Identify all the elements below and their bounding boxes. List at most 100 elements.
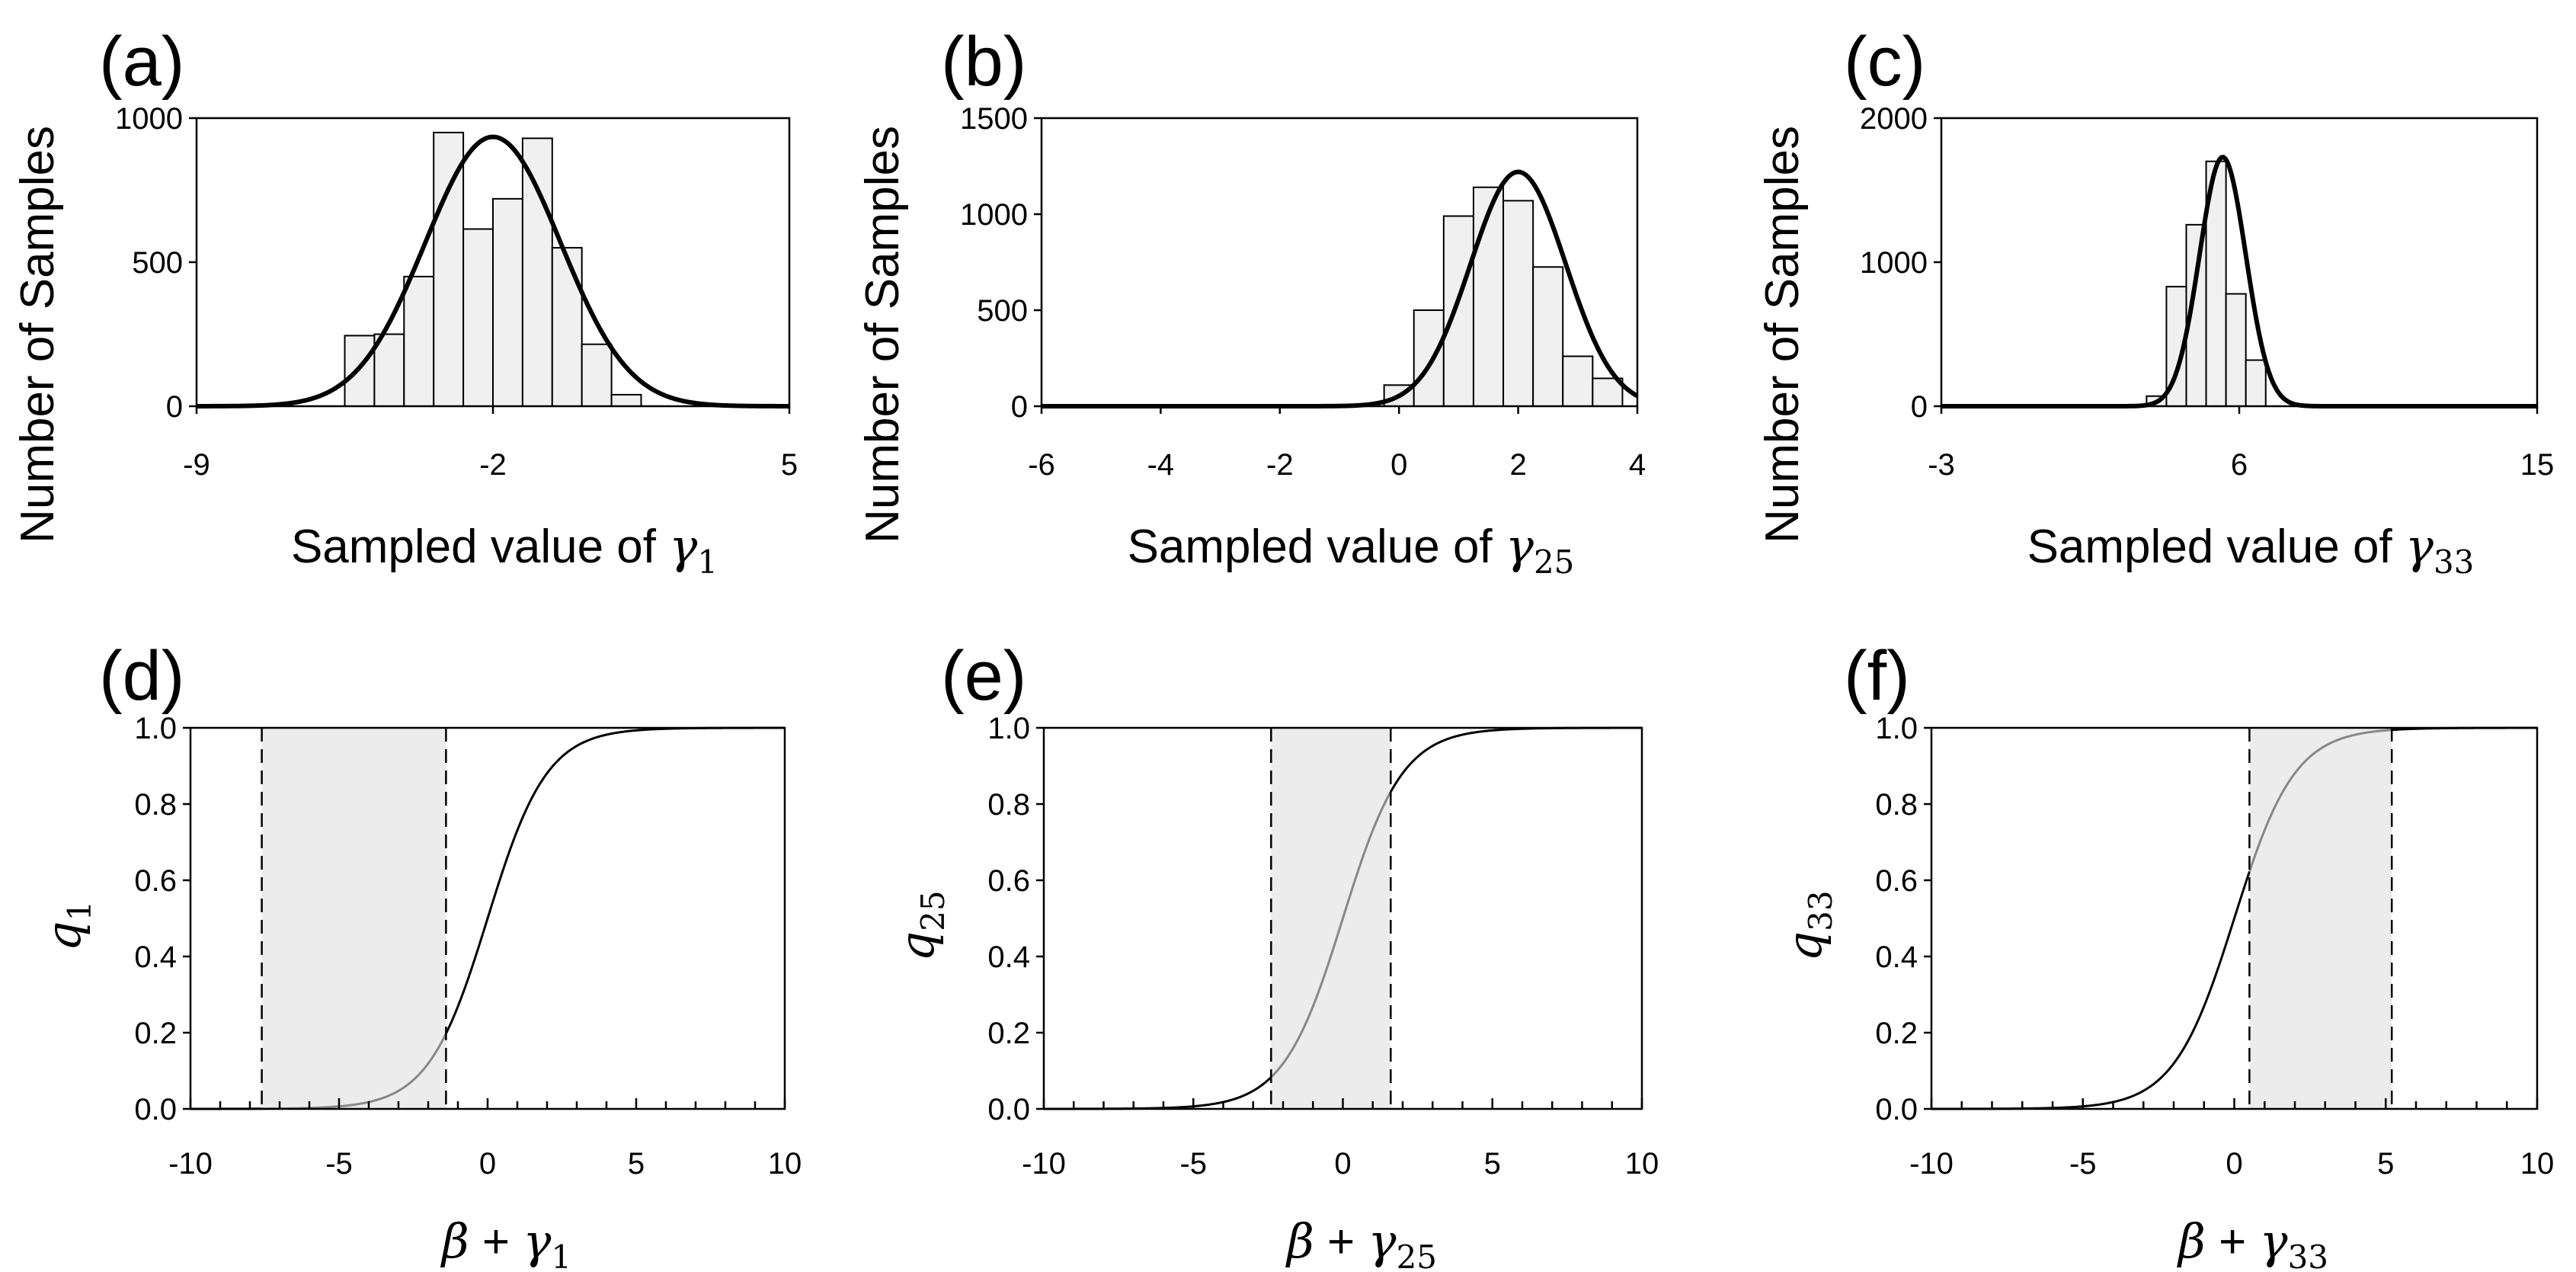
x-tick-label: 6 [2231, 448, 2248, 482]
histogram-bar [492, 197, 523, 407]
histogram-bar [2245, 359, 2267, 407]
histogram-bar [1502, 200, 1534, 407]
y-axis-label: q33 [1777, 890, 1839, 961]
x-tick-label: 15 [2520, 448, 2555, 482]
histogram-bar [521, 137, 553, 408]
histogram-bar [373, 333, 405, 407]
y-tick-label: 0.0 [987, 1093, 1030, 1126]
x-tick-label: -5 [325, 1147, 353, 1181]
x-tick-label: -2 [1266, 448, 1294, 482]
y-tick-label: 0.0 [134, 1093, 177, 1126]
y-axis-label: Number of Samples [856, 126, 909, 543]
y-tick-label: 500 [132, 246, 183, 280]
histogram-bar [551, 247, 583, 407]
x-tick-label: -6 [1028, 448, 1055, 482]
x-tick-label: 2 [1509, 448, 1526, 482]
x-tick-label: -10 [1909, 1147, 1954, 1181]
x-tick-label: -10 [168, 1147, 213, 1181]
logistic-curve-in-interval [2248, 729, 2392, 873]
y-tick-label: 0 [166, 390, 183, 424]
y-tick-label: 0.6 [134, 864, 177, 898]
panel-f: (f) 0.0 0.2 0.4 0.6 0.8 1.0 -10 -5 0 5 10 q33 β + γ33 [1777, 637, 2554, 1272]
y-tick-label: 0.8 [987, 788, 1030, 822]
shaded-interval [1271, 728, 1391, 1109]
y-axis-label: q25 [889, 890, 952, 961]
y-tick-label: 0.8 [134, 788, 177, 822]
y-tick-label: 1000 [960, 198, 1028, 232]
y-tick-label: 1.0 [1875, 712, 1918, 745]
x-tick-label: 4 [1629, 448, 1646, 482]
y-tick-label: 0.2 [987, 1017, 1030, 1050]
histogram-bar [610, 393, 642, 408]
histogram-bar [1562, 355, 1594, 408]
y-tick-label: 0.6 [987, 864, 1030, 898]
y-tick-label: 1.0 [134, 712, 177, 745]
logistic-curve [445, 726, 785, 1034]
x-tick-label: -4 [1147, 448, 1175, 482]
y-tick-label: 0.8 [1875, 788, 1918, 822]
panel-c: (c) 0 1000 2000 -3 6 15 Number of Samples Sample… [1756, 23, 2554, 581]
x-tick-label: 5 [781, 448, 798, 482]
shaded-interval [2249, 728, 2392, 1109]
x-tick-label: -5 [1179, 1147, 1207, 1181]
y-tick-label: 1500 [960, 102, 1028, 136]
y-axis-label: Number of Samples [11, 126, 64, 543]
histogram-bar [1442, 215, 1474, 407]
y-tick-label: 0.4 [1875, 940, 1918, 974]
x-tick-label: 0 [1334, 1147, 1351, 1181]
x-tick-label: 5 [1484, 1147, 1501, 1181]
logistic-curve-in-interval [1270, 791, 1392, 1078]
x-tick-label: -3 [1928, 448, 1955, 482]
histogram-bar [581, 343, 613, 408]
y-tick-label: 0 [1011, 390, 1028, 424]
logistic-curve [1389, 726, 1642, 793]
x-tick-label: 10 [768, 1147, 802, 1181]
panel-label: (c) [1844, 23, 1925, 101]
x-tick-label: 0 [2226, 1147, 2242, 1181]
y-tick-label: 1000 [115, 102, 183, 136]
y-tick-label: 0.2 [1875, 1017, 1918, 1050]
panel-a: (a) 0 500 1000 -9 -2 5 Number of Samples Sampled… [11, 23, 798, 581]
y-tick-label: 1.0 [987, 712, 1030, 745]
x-tick-label: -9 [183, 448, 210, 482]
y-axis-label: Number of Samples [1756, 126, 1809, 543]
x-axis-label: Sampled value of γ1 [291, 518, 718, 581]
x-tick-label: 10 [1625, 1147, 1659, 1181]
panel-label: (a) [99, 23, 184, 101]
y-tick-label: 0 [1911, 390, 1928, 424]
plot-frame [1040, 117, 1639, 408]
logistic-curve [1044, 1076, 1272, 1110]
x-tick-label: 0 [479, 1147, 496, 1181]
y-axis-label: q1 [36, 901, 98, 951]
x-tick-label: 10 [2520, 1147, 2555, 1181]
y-tick-label: 0.4 [987, 940, 1030, 974]
x-axis-label: Sampled value of γ33 [2027, 518, 2475, 581]
y-tick-label: 1000 [1860, 246, 1928, 280]
x-tick-label: -2 [479, 448, 507, 482]
y-tick-label: 0.4 [134, 940, 177, 974]
panel-label: (b) [941, 23, 1026, 101]
panel-b: (b) 0 500 1000 1500 -6 -4 -2 0 2 4 Number of Sample… [856, 23, 1646, 581]
logistic-curve [1931, 871, 2251, 1110]
panel-e: (e) 0.0 0.2 0.4 0.6 0.8 1.0 -10 -5 0 5 10 q25 β + γ25 [889, 637, 1659, 1272]
y-tick-label: 0.0 [1875, 1093, 1918, 1126]
y-tick-label: 2000 [1860, 102, 1928, 136]
y-tick-label: 500 [977, 294, 1028, 328]
normal-fit-curve [196, 134, 790, 409]
x-axis-label: β + γ25 [1285, 1213, 1437, 1272]
histogram-bar [1413, 309, 1445, 407]
x-tick-label: 5 [2377, 1147, 2394, 1181]
y-tick-label: 0.2 [134, 1017, 177, 1050]
x-tick-label: 5 [628, 1147, 645, 1181]
panel-d: (d) 0.0 0.2 0.4 0.6 0.8 1.0 -10 -5 0 5 10 q1 β + γ1 [36, 637, 802, 1272]
histogram-bar [1472, 186, 1505, 407]
histogram-bar [433, 131, 465, 407]
x-tick-label: -10 [1022, 1147, 1066, 1181]
x-axis-label: Sampled value of γ25 [1128, 518, 1575, 581]
panel-label: (d) [99, 637, 184, 715]
histogram-bar [462, 228, 494, 407]
histogram-bar [344, 335, 376, 408]
panel-label: (f) [1844, 637, 1910, 715]
y-tick-label: 0.6 [1875, 864, 1918, 898]
